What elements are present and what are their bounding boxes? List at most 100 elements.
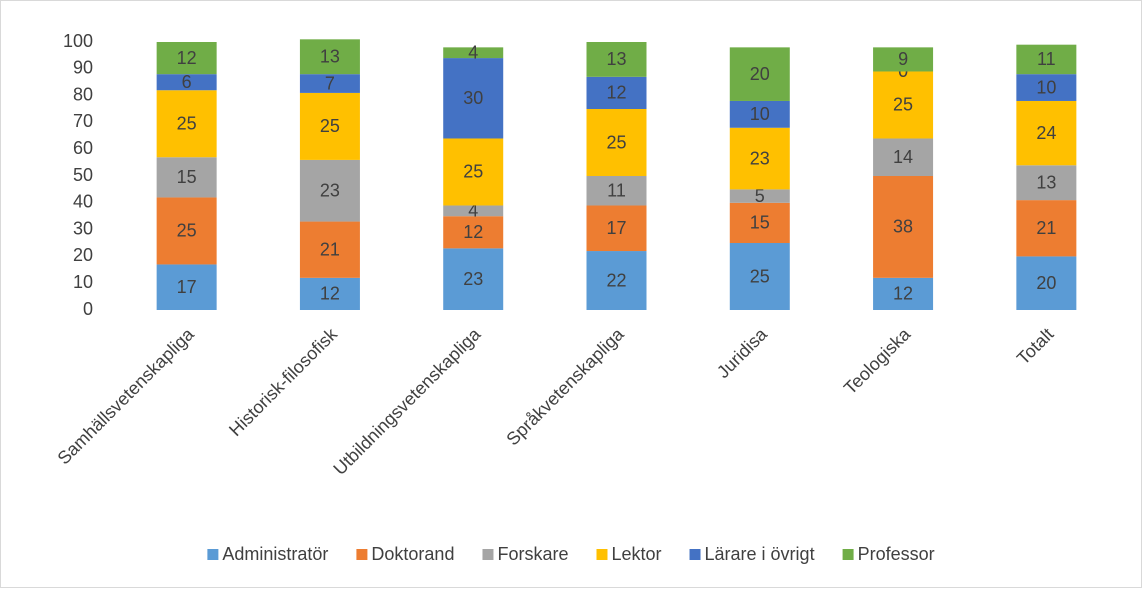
bar-segment bbox=[443, 58, 504, 139]
bar-segment bbox=[1016, 100, 1077, 166]
bar-segment bbox=[156, 90, 217, 158]
legend-swatch bbox=[482, 549, 494, 560]
data-label: 25 bbox=[750, 266, 770, 286]
data-label: 20 bbox=[750, 64, 770, 84]
data-label: 21 bbox=[1036, 218, 1056, 238]
bar-segment bbox=[1016, 165, 1077, 201]
bar-segment bbox=[156, 74, 217, 91]
bar-segment bbox=[443, 138, 504, 206]
data-label: 38 bbox=[893, 217, 913, 237]
data-label: 21 bbox=[320, 239, 340, 259]
y-tick-label: 80 bbox=[73, 84, 93, 104]
y-tick-label: 40 bbox=[73, 192, 93, 212]
bar-segment bbox=[729, 202, 790, 243]
bar-segment bbox=[299, 92, 360, 160]
data-label: 13 bbox=[606, 49, 626, 69]
legend-label: Professor bbox=[858, 544, 935, 564]
data-label: 23 bbox=[750, 148, 770, 168]
bar-segment bbox=[443, 47, 504, 59]
data-label: 25 bbox=[177, 221, 197, 241]
y-tick-label: 60 bbox=[73, 138, 93, 158]
bar-segment bbox=[586, 109, 647, 176]
data-label: 22 bbox=[606, 270, 626, 290]
bar-segment bbox=[873, 176, 934, 278]
bar-segment bbox=[443, 205, 504, 217]
bar-segment bbox=[586, 76, 647, 109]
bar-segment bbox=[299, 39, 360, 75]
data-label: 23 bbox=[320, 180, 340, 200]
bar-segment bbox=[1016, 44, 1077, 75]
y-tick-label: 70 bbox=[73, 111, 93, 131]
bar-segment bbox=[299, 159, 360, 222]
data-label: 11 bbox=[607, 180, 626, 200]
bar-segment bbox=[729, 100, 790, 128]
bar-segment bbox=[873, 277, 934, 310]
bar-segment bbox=[729, 127, 790, 190]
data-label: 15 bbox=[177, 167, 197, 187]
data-label: 25 bbox=[320, 116, 340, 136]
data-label: 12 bbox=[177, 48, 197, 68]
y-tick-label: 100 bbox=[63, 31, 93, 51]
bar-segment bbox=[443, 216, 504, 249]
bar-segment bbox=[156, 197, 217, 265]
data-label: 25 bbox=[606, 132, 626, 152]
data-label: 11 bbox=[1037, 49, 1056, 69]
y-tick-label: 20 bbox=[73, 245, 93, 265]
bar-segment bbox=[873, 138, 934, 176]
data-label: 12 bbox=[320, 284, 340, 304]
bar-segment bbox=[299, 277, 360, 310]
data-label: 13 bbox=[320, 46, 340, 66]
data-label: 12 bbox=[463, 222, 483, 242]
data-label: 12 bbox=[606, 83, 626, 103]
legend-label: Lektor bbox=[611, 544, 661, 564]
y-tick-label: 30 bbox=[73, 218, 93, 238]
legend-swatch bbox=[207, 549, 219, 560]
bar-segment bbox=[299, 74, 360, 93]
bar-segment bbox=[1016, 74, 1077, 101]
bar-segment bbox=[729, 243, 790, 310]
bar-segment bbox=[1016, 256, 1077, 310]
data-label: 25 bbox=[893, 95, 913, 115]
data-label: 15 bbox=[750, 213, 770, 233]
bar-segment bbox=[729, 47, 790, 101]
y-tick-label: 0 bbox=[83, 299, 93, 319]
data-label: 25 bbox=[463, 162, 483, 182]
data-label: 9 bbox=[898, 49, 908, 69]
data-label: 12 bbox=[893, 284, 913, 304]
bar-segment bbox=[1016, 200, 1077, 257]
data-label: 13 bbox=[1036, 172, 1056, 192]
bar-segment bbox=[156, 157, 217, 198]
legend-swatch bbox=[356, 549, 368, 560]
legend-label: Forskare bbox=[497, 544, 568, 564]
bar-segment bbox=[156, 264, 217, 310]
bar-segment bbox=[729, 189, 790, 203]
data-label: 25 bbox=[177, 113, 197, 133]
bar-segment bbox=[299, 221, 360, 278]
bar-segment bbox=[586, 176, 647, 206]
data-label: 24 bbox=[1036, 123, 1056, 143]
bar-segment bbox=[443, 248, 504, 310]
legend-label: Administratör bbox=[222, 544, 328, 564]
bar-segment bbox=[586, 205, 647, 252]
data-label: 7 bbox=[325, 73, 335, 93]
bar-segment bbox=[586, 42, 647, 77]
legend-label: Lärare i övrigt bbox=[705, 544, 815, 564]
legend-label: Doktorand bbox=[371, 544, 454, 564]
data-label: 10 bbox=[750, 104, 770, 124]
data-label: 23 bbox=[463, 269, 483, 289]
data-label: 14 bbox=[893, 147, 913, 167]
data-label: 30 bbox=[463, 88, 483, 108]
data-label: 6 bbox=[182, 72, 192, 92]
legend-swatch bbox=[596, 549, 608, 560]
bar-segment bbox=[156, 42, 217, 75]
y-tick-label: 90 bbox=[73, 58, 93, 78]
data-label: 20 bbox=[1036, 273, 1056, 293]
data-label: 17 bbox=[177, 277, 197, 297]
bar-segment bbox=[873, 47, 934, 72]
data-label: 5 bbox=[755, 186, 765, 206]
data-label: 10 bbox=[1036, 77, 1056, 97]
y-tick-label: 10 bbox=[73, 272, 93, 292]
bar-segment bbox=[586, 251, 647, 310]
legend-swatch bbox=[842, 549, 854, 560]
